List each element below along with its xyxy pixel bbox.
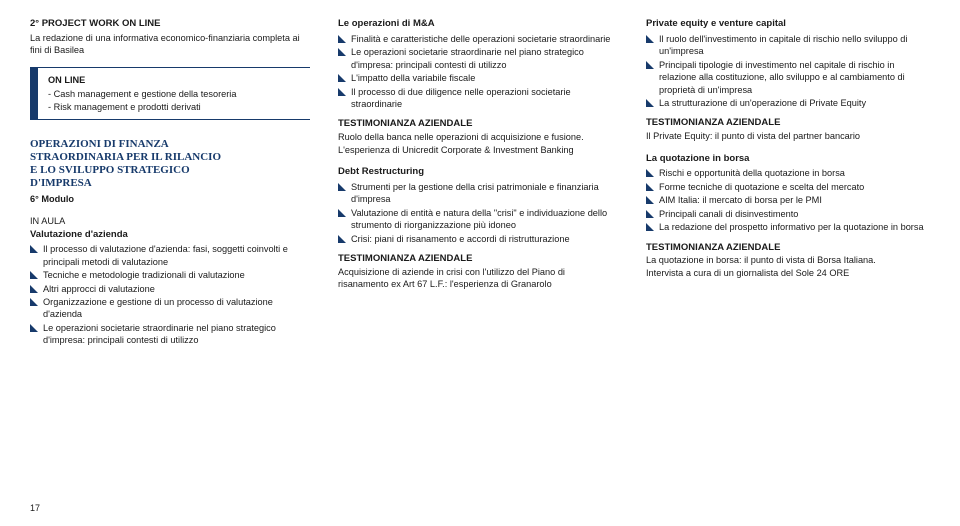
testimonial-title: TESTIMONIANZA AZIENDALE [338, 253, 618, 266]
list-item: AIM Italia: il mercato di borsa per le P… [646, 194, 926, 206]
testimonial-block: TESTIMONIANZA AZIENDALE Ruolo della banc… [338, 118, 618, 156]
testimonial-block: TESTIMONIANZA AZIENDALE Il Private Equit… [646, 117, 926, 142]
section-title-l2: STRAORDINARIA PER IL RILANCIO [30, 151, 221, 163]
list-item: Strumenti per la gestione della crisi pa… [338, 181, 618, 206]
project-desc: La redazione di una informativa economic… [30, 32, 310, 57]
column-2: Le operazioni di M&A Finalità e caratter… [338, 18, 618, 353]
valutazione-bullets: Il processo di valutazione d'azienda: fa… [30, 243, 310, 346]
valutazione-head: Valutazione d'azienda [30, 229, 310, 242]
ma-head: Le operazioni di M&A [338, 18, 618, 31]
list-item: Finalità e caratteristiche delle operazi… [338, 33, 618, 45]
testimonial-body: Il Private Equity: il punto di vista del… [646, 130, 926, 142]
debt-head: Debt Restructuring [338, 166, 618, 179]
testimonial-body: Intervista a cura di un giornalista del … [646, 267, 926, 279]
section-title: OPERAZIONI DI FINANZA STRAORDINARIA PER … [30, 138, 310, 191]
list-item: Il processo di valutazione d'azienda: fa… [30, 243, 310, 268]
list-item: Le operazioni societarie straordinarie n… [30, 322, 310, 347]
column-1: 2° PROJECT WORK ON LINE La redazione di … [30, 18, 310, 353]
page-columns: 2° PROJECT WORK ON LINE La redazione di … [30, 18, 930, 353]
quot-bullets: Rischi e opportunità della quotazione in… [646, 167, 926, 233]
section-title-l3: E LO SVILUPPO STRATEGICO [30, 164, 190, 176]
online-box: ON LINE - Cash management e gestione del… [30, 67, 310, 120]
online-line-1: - Cash management e gestione della tesor… [48, 88, 302, 100]
testimonial-body: Ruolo della banca nelle operazioni di ac… [338, 131, 618, 156]
list-item: Valutazione di entità e natura della "cr… [338, 207, 618, 232]
page-number: 17 [30, 502, 40, 514]
list-item: Il ruolo dell'investimento in capitale d… [646, 33, 926, 58]
testimonial-block: TESTIMONIANZA AZIENDALE Acquisizione di … [338, 253, 618, 291]
list-item: Tecniche e metodologie tradizionali di v… [30, 269, 310, 281]
testimonial-title: TESTIMONIANZA AZIENDALE [338, 118, 618, 131]
online-title: ON LINE [48, 74, 302, 86]
list-item: Principali canali di disinvestimento [646, 208, 926, 220]
list-item: Forme tecniche di quotazione e scelta de… [646, 181, 926, 193]
list-item: Principali tipologie di investimento nel… [646, 59, 926, 96]
list-item: Le operazioni societarie straordinarie n… [338, 46, 618, 71]
project-title: 2° PROJECT WORK ON LINE [30, 18, 310, 31]
testimonial-body: La quotazione in borsa: il punto di vist… [646, 254, 926, 266]
debt-bullets: Strumenti per la gestione della crisi pa… [338, 181, 618, 245]
testimonial-title: TESTIMONIANZA AZIENDALE [646, 242, 926, 255]
list-item: Crisi: piani di risanamento e accordi di… [338, 233, 618, 245]
list-item: Rischi e opportunità della quotazione in… [646, 167, 926, 179]
section-title-l1: OPERAZIONI DI FINANZA [30, 138, 169, 150]
column-3: Private equity e venture capital Il ruol… [646, 18, 926, 353]
list-item: Organizzazione e gestione di un processo… [30, 296, 310, 321]
list-item: L'impatto della variabile fiscale [338, 72, 618, 84]
in-aula-label: IN AULA [30, 215, 310, 227]
pe-head: Private equity e venture capital [646, 18, 926, 31]
section-title-l4: D'IMPRESA [30, 177, 92, 189]
testimonial-title: TESTIMONIANZA AZIENDALE [646, 117, 926, 130]
quot-head: La quotazione in borsa [646, 153, 926, 166]
online-line-2: - Risk management e prodotti derivati [48, 101, 302, 113]
list-item: La redazione del prospetto informativo p… [646, 221, 926, 233]
testimonial-block: TESTIMONIANZA AZIENDALE La quotazione in… [646, 242, 926, 280]
pe-bullets: Il ruolo dell'investimento in capitale d… [646, 33, 926, 110]
module-tag: 6° Modulo [30, 193, 310, 205]
testimonial-body: Acquisizione di aziende in crisi con l'u… [338, 266, 618, 291]
list-item: Altri approcci di valutazione [30, 283, 310, 295]
ma-bullets: Finalità e caratteristiche delle operazi… [338, 33, 618, 111]
list-item: Il processo di due diligence nelle opera… [338, 86, 618, 111]
list-item: La strutturazione di un'operazione di Pr… [646, 97, 926, 109]
